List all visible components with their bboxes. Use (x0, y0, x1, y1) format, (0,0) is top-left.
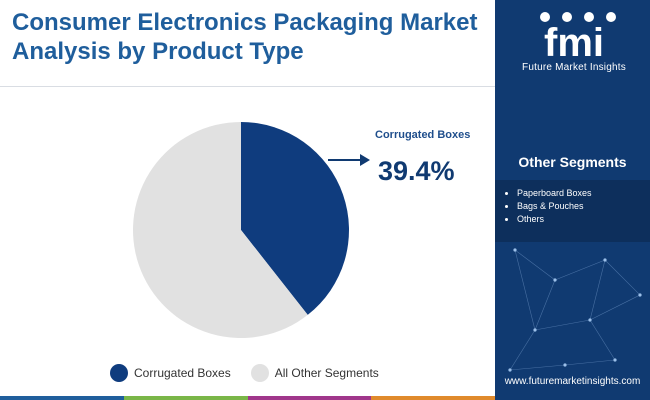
pie-slice-corrugated-boxes (241, 122, 350, 315)
stripe-segment (371, 396, 495, 400)
callout-value: 39.4% (378, 156, 455, 186)
bottom-color-stripe (0, 396, 495, 400)
pie-chart (0, 88, 495, 388)
website-url: www.futuremarketinsights.com (504, 376, 641, 387)
stripe-segment (0, 396, 124, 400)
fmi-logo-mark: fmi (540, 12, 616, 60)
pie-chart-svg (133, 122, 370, 338)
callout-label: Corrugated Boxes (375, 129, 471, 141)
list-item: Paperboard Boxes (517, 187, 592, 200)
legend-label-other: All Other Segments (274, 366, 379, 380)
page-title: Consumer Electronics Packaging Market An… (12, 9, 478, 65)
chart-legend: Corrugated Boxes All Other Segments (110, 362, 399, 384)
other-segments-list: Paperboard Boxes Bags & Pouches Others (503, 187, 592, 226)
other-segments-heading: Other Segments (518, 154, 627, 170)
sidebar: fmi Future Market Insights Other Segment… (495, 0, 650, 400)
stripe-segment (247, 396, 372, 400)
stripe-segment (123, 396, 248, 400)
pie-slice-all-other-segments (133, 122, 308, 338)
legend-item-other: All Other Segments (250, 364, 379, 382)
fmi-logo: fmi Future Market Insights (509, 6, 639, 76)
list-item: Others (517, 213, 592, 226)
network-decoration (508, 248, 642, 372)
title-divider (0, 86, 495, 87)
brand-name: Future Market Insights (522, 62, 626, 73)
list-item: Bags & Pouches (517, 200, 592, 213)
legend-swatch-other (250, 364, 269, 382)
legend-swatch-corrugated (110, 364, 128, 382)
fmi-logo-letters: fmi (544, 21, 604, 60)
segments-band (495, 180, 650, 242)
legend-item-corrugated: Corrugated Boxes (110, 364, 231, 382)
callout-arrow (328, 154, 370, 166)
pie-slices (133, 122, 350, 338)
legend-label-corrugated: Corrugated Boxes (134, 366, 231, 380)
